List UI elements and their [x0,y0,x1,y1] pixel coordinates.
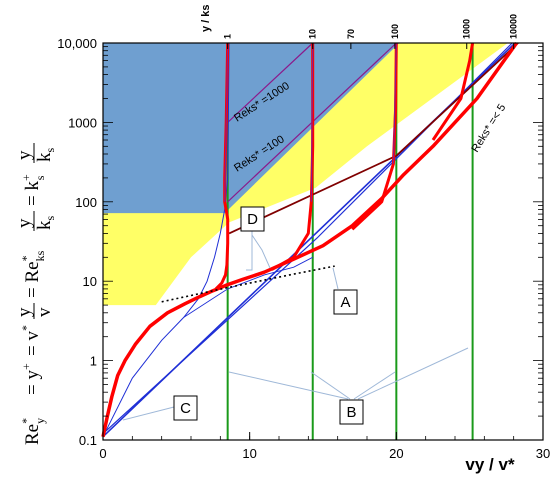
curves [101,41,519,438]
y-title-p6-den: ks [34,216,57,231]
purple-overlay-3 [392,42,397,164]
y-title-p2: = y+ [19,363,43,395]
x-tick-label-3: 30 [536,446,550,461]
y-tick-label-4: 1000 [68,115,97,130]
top-tick-label-2: 70 [346,29,356,39]
red-curve-4 [431,42,475,141]
top-tick-label-3: 100 [390,24,400,39]
y-title-p8-den: ks [34,148,57,163]
leader-b1 [228,371,349,400]
y-tick-label-5: 10,000 [57,36,97,51]
y-tick-label-0: 0.1 [79,433,97,448]
leader-a [332,267,339,290]
leader-lines [122,228,469,421]
purple-line-reks-1000 [227,42,314,123]
box-label-d: D [247,211,258,228]
y-title-p5: = Re*ks [19,250,47,298]
box-c [173,395,198,421]
dotted-log-line [161,265,335,303]
axis-ticks [102,43,544,441]
box-b [339,399,364,425]
leader-b3 [353,371,396,400]
top-axis-title: y / ks [200,4,212,32]
red-curve-2 [270,43,315,271]
red-main-curve [101,41,519,438]
y-title-p4-den: v [34,307,55,317]
leader-b4 [357,347,469,400]
x-axis-title: vy / v* [465,455,515,474]
box-label-c: C [180,400,191,417]
y-title-p3: = v* [19,325,43,356]
top-tick-label-1: 10 [308,29,318,39]
top-tick-label-4: 1000 [462,19,472,39]
box-a [333,289,358,315]
y-title-p4-num: y [14,307,35,317]
dark-line-reks-5 [228,42,519,235]
top-tick-label-0: 1 [223,34,233,39]
purple-overlay-1 [224,42,229,202]
box-d [240,206,265,232]
tick-labels: 0 10 20 30 0.1 1 10 100 1000 10,000 1 10 70 100 1000 10… [57,14,550,461]
leader-b2 [310,371,351,400]
blue-thin-curve-b [183,256,313,318]
label-boxes: A B C D [173,206,364,425]
y-title-p7: = k+s [19,174,47,206]
x-tick-label-2: 20 [389,446,403,461]
y-title-p8-num: y [14,150,35,160]
box-label-a: A [340,294,350,311]
y-tick-label-2: 10 [83,274,97,289]
y-title-p6-num: y [14,218,35,228]
regions [103,43,508,306]
box-label-b: B [346,404,356,421]
leader-d1 [246,228,253,271]
plot-frame [102,42,544,441]
y-tick-label-1: 1 [90,354,97,369]
top-tick-label-5: 10000 [509,14,519,39]
blue-region [103,43,400,214]
x-tick-label-1: 10 [242,446,256,461]
purple-overlay-2 [310,42,314,202]
leader-d2 [251,234,271,269]
x-tick-label-0: 0 [99,446,106,461]
leader-c [122,406,175,421]
y-tick-label-3: 100 [75,195,97,210]
y-axis-title: Re*y = y+ = v* y v = Re*ks y ks = k+s y … [14,143,57,445]
y-title-p1: Re*y [19,418,47,445]
